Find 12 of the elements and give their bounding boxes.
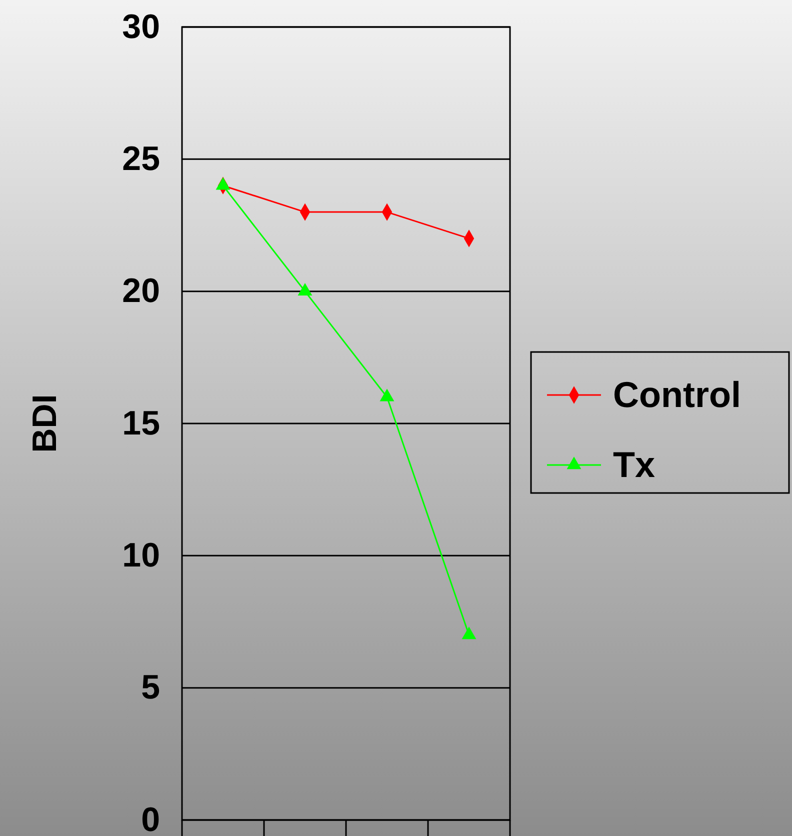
- y-tick-label: 25: [122, 140, 160, 178]
- y-tick-label: 0: [141, 800, 160, 836]
- point: [380, 388, 394, 402]
- y-axis-title: BDI: [26, 394, 64, 453]
- y-tick-label: 30: [122, 8, 160, 46]
- y-tick-label: 10: [122, 536, 160, 575]
- legend-label: Tx: [613, 444, 656, 485]
- y-tick-label: 15: [122, 404, 160, 442]
- y-tick-label: 5: [141, 668, 160, 707]
- point: [462, 626, 476, 640]
- legend-label: Control: [613, 374, 741, 415]
- y-tick-label: 20: [122, 272, 160, 310]
